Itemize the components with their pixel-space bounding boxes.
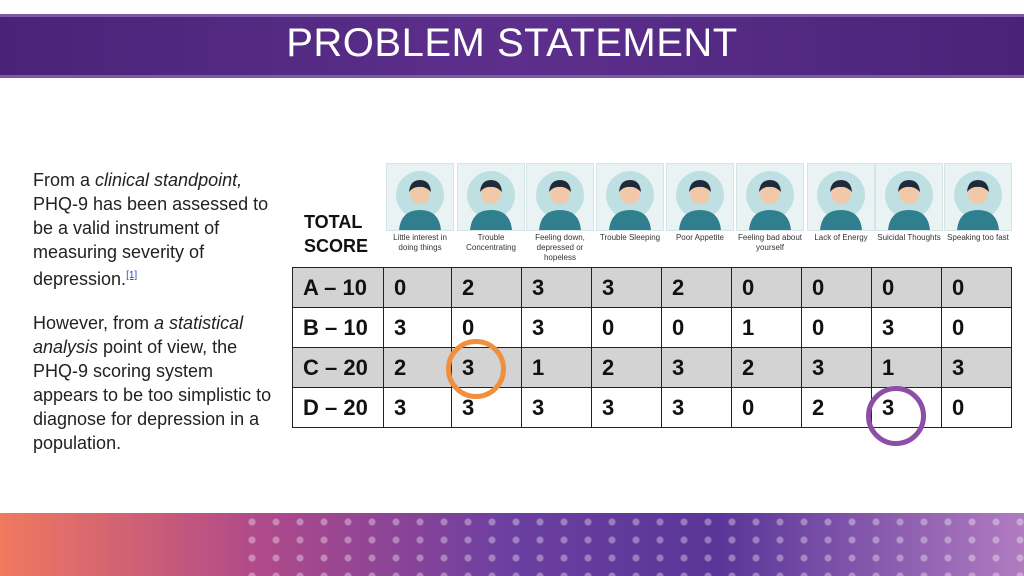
score-cell: 0 (941, 307, 1012, 348)
person-illustration-icon (944, 163, 1012, 231)
score-cell: 1 (521, 347, 592, 388)
symptom-card: Poor Appetite (666, 163, 734, 265)
person-illustration-icon (736, 163, 804, 231)
table-row: B – 10 3 0 3 0 0 1 0 3 0 (292, 307, 1012, 348)
table-row: C – 20 2 3 1 2 3 2 3 1 3 (292, 347, 1012, 388)
paragraph-text: From a (33, 170, 96, 190)
score-cell: 2 (661, 267, 732, 308)
score-table: A – 10 0 2 3 3 2 0 0 0 0 B – 10 3 0 3 0 0 1 0 3 0 C – 20 2 3 1 2… (292, 267, 1012, 428)
score-cell: 3 (661, 347, 732, 388)
row-label: B – 10 (292, 307, 384, 348)
score-cell: 3 (661, 387, 732, 428)
row-label: D – 20 (292, 387, 384, 428)
symptom-caption: Lack of Energy (814, 233, 868, 242)
symptom-caption: Trouble Concentrating (466, 233, 516, 252)
symptom-card: Lack of Energy (807, 163, 875, 265)
person-illustration-icon (875, 163, 943, 231)
score-cell: 2 (591, 347, 662, 388)
score-cell: 3 (521, 387, 592, 428)
score-cell: 2 (383, 347, 452, 388)
symptom-card: Feeling bad about yourself (736, 163, 804, 265)
table-row: A – 10 0 2 3 3 2 0 0 0 0 (292, 267, 1012, 308)
score-cell: 0 (661, 307, 732, 348)
person-illustration-icon (807, 163, 875, 231)
person-illustration-icon (386, 163, 454, 231)
score-cell: 2 (731, 347, 802, 388)
symptom-caption: Feeling bad about yourself (737, 233, 803, 252)
paragraph-text: However, from (33, 313, 155, 333)
score-cell: 0 (871, 267, 942, 308)
paragraph-emphasis: clinical standpoint, (95, 170, 243, 190)
symptom-caption: Trouble Sleeping (599, 233, 661, 242)
symptom-card: Trouble Concentrating (457, 163, 525, 265)
score-cell: 1 (871, 347, 942, 388)
title-banner: PROBLEM STATEMENT (0, 14, 1024, 78)
symptom-caption: Little interest in doing things (393, 233, 447, 252)
score-cell: 1 (731, 307, 802, 348)
symptom-card: Feeling down, depressed or hopeless (526, 163, 594, 265)
symptom-caption: Feeling down, depressed or hopeless (535, 233, 585, 262)
person-illustration-icon (526, 163, 594, 231)
paragraph-statistical: However, from a statistical analysis poi… (33, 311, 278, 455)
highlight-circle-purple (866, 386, 926, 446)
symptom-caption: Speaking too fast (947, 233, 1009, 242)
person-illustration-icon (596, 163, 664, 231)
person-illustration-icon (457, 163, 525, 231)
paragraph-text: PHQ-9 has been assessed to be a valid in… (33, 194, 269, 289)
score-cell: 3 (941, 347, 1012, 388)
symptom-caption: Suicidal Thoughts (877, 233, 941, 242)
footer-dot-pattern (240, 513, 1024, 576)
paragraph-emphasis: a statistical analysis (33, 313, 244, 357)
highlight-circle-orange (446, 339, 506, 399)
score-cell: 0 (591, 307, 662, 348)
paragraph-clinical: From a clinical standpoint, PHQ-9 has be… (33, 168, 278, 291)
symptom-caption: Poor Appetite (675, 233, 725, 242)
score-cell: 0 (941, 387, 1012, 428)
score-cell: 3 (871, 307, 942, 348)
score-cell: 3 (591, 387, 662, 428)
symptom-card: Little interest in doing things (386, 163, 454, 265)
score-cell: 2 (451, 267, 522, 308)
total-score-label: TOTAL SCORE (304, 212, 369, 256)
symptom-card: Suicidal Thoughts (875, 163, 943, 265)
footer-band (0, 513, 1024, 576)
score-cell: 2 (801, 387, 872, 428)
score-cell: 0 (941, 267, 1012, 308)
score-cell: 3 (801, 347, 872, 388)
reference-link[interactable]: [1] (126, 270, 138, 281)
score-cell: 0 (731, 267, 802, 308)
row-label: A – 10 (292, 267, 384, 308)
score-cell: 3 (591, 267, 662, 308)
score-cell: 0 (731, 387, 802, 428)
score-cell: 3 (383, 387, 452, 428)
paragraph-text: point of view, the PHQ-9 scoring system … (33, 337, 272, 453)
score-cell: 0 (801, 307, 872, 348)
score-cell: 0 (383, 267, 452, 308)
person-illustration-icon (666, 163, 734, 231)
score-cell: 3 (521, 307, 592, 348)
score-cell: 0 (801, 267, 872, 308)
score-cell: 3 (521, 267, 592, 308)
symptom-card: Trouble Sleeping (596, 163, 664, 265)
slide-title: PROBLEM STATEMENT (286, 21, 738, 65)
symptom-card: Speaking too fast (944, 163, 1012, 265)
row-label: C – 20 (292, 347, 384, 388)
score-cell: 3 (383, 307, 452, 348)
